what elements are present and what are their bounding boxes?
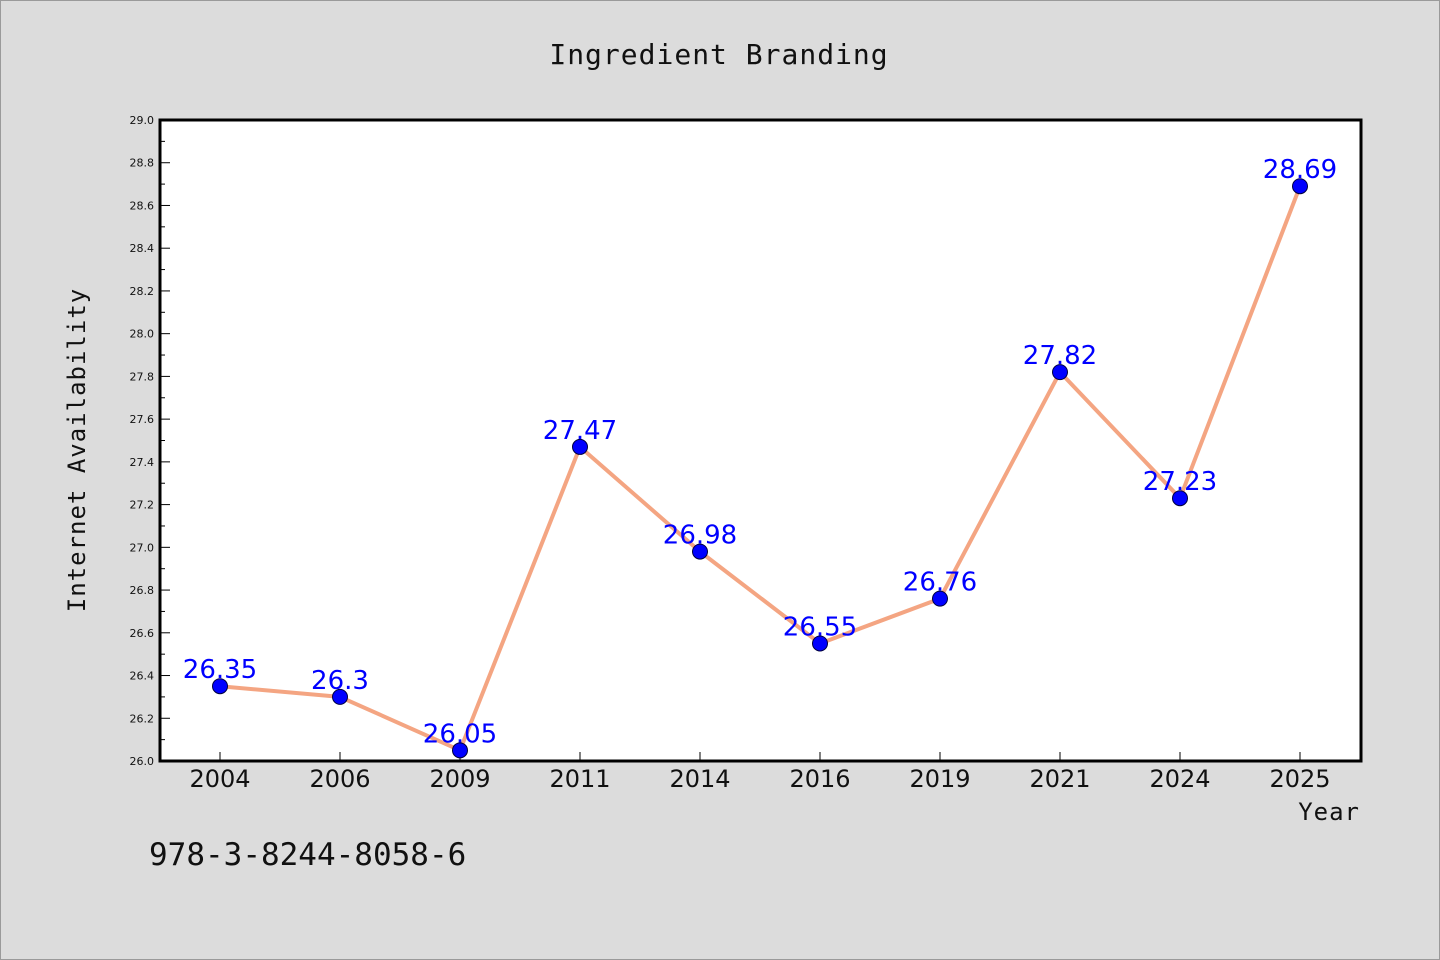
y-tick-label: 27.8: [130, 370, 155, 383]
data-label: 27.23: [1143, 467, 1217, 497]
data-point: [1052, 364, 1068, 381]
y-tick-label: 26.6: [130, 627, 155, 640]
y-tick-label: 27.2: [130, 499, 155, 512]
x-tick-label: 2014: [669, 765, 730, 793]
data-point: [1172, 490, 1188, 507]
x-axis-ticks: 2004 2006 2009 2011 2014 2016 2019 2021 2024 2025: [189, 752, 1331, 793]
y-tick-label: 26.4: [130, 670, 155, 683]
x-tick-label: 2006: [309, 765, 370, 793]
y-axis-label: Internet Availability: [63, 288, 91, 612]
y-tick-label: 26.8: [130, 584, 155, 597]
y-tick-label: 27.6: [130, 413, 155, 426]
y-tick-label: 28.8: [130, 157, 155, 170]
y-tick-label: 26.2: [130, 712, 155, 725]
data-point: [692, 543, 708, 560]
x-axis-label: Year: [1298, 798, 1360, 826]
y-tick-label: 28.0: [130, 328, 155, 341]
y-tick-label: 28.2: [130, 285, 155, 298]
plot-area: [158, 118, 1363, 763]
data-point: [212, 678, 228, 695]
y-tick-label: 27.4: [130, 456, 155, 469]
y-tick-label: 29.0: [130, 114, 155, 127]
y-tick-label: 28.4: [130, 242, 155, 255]
x-tick-label: 2016: [789, 765, 850, 793]
y-tick-label: 27.0: [130, 541, 155, 554]
data-label: 26.05: [423, 719, 497, 749]
y-tick-label: 26.0: [130, 755, 155, 768]
isbn-annotation: 978-3-8244-8058-6: [149, 837, 466, 873]
data-label: 27.47: [543, 416, 617, 446]
x-tick-label: 2024: [1149, 765, 1210, 793]
y-tick-label: 28.6: [130, 199, 155, 212]
x-tick-label: 2009: [429, 765, 490, 793]
data-label: 28.69: [1263, 155, 1337, 185]
data-point: [1292, 178, 1308, 195]
data-label: 26.55: [783, 612, 857, 642]
chart-title: Ingredient Branding: [549, 38, 888, 71]
x-tick-label: 2019: [909, 765, 970, 793]
data-label: 26.35: [183, 655, 257, 685]
data-point: [932, 590, 948, 607]
x-tick-label: 2021: [1029, 765, 1090, 793]
data-point: [452, 742, 468, 759]
x-tick-label: 2025: [1269, 765, 1330, 793]
data-label: 27.82: [1023, 341, 1097, 371]
data-point: [332, 688, 348, 705]
data-series: [212, 178, 1308, 759]
y-axis-ticks: 26.0 26.2 26.4 26.6 26.8 27.0 27.2 27.4 27.6 27.8…: [130, 114, 170, 768]
x-tick-label: 2004: [189, 765, 250, 793]
data-labels: 26.35 26.3 26.05 27.47 26.98 26.55 26.76 27.82 2…: [183, 155, 1337, 749]
data-label: 26.3: [311, 666, 369, 696]
data-point: [572, 438, 588, 455]
data-point: [812, 635, 828, 652]
series-line: [219, 185, 1302, 753]
x-tick-label: 2011: [549, 765, 610, 793]
data-label: 26.76: [903, 568, 977, 598]
data-label: 26.98: [663, 521, 737, 551]
